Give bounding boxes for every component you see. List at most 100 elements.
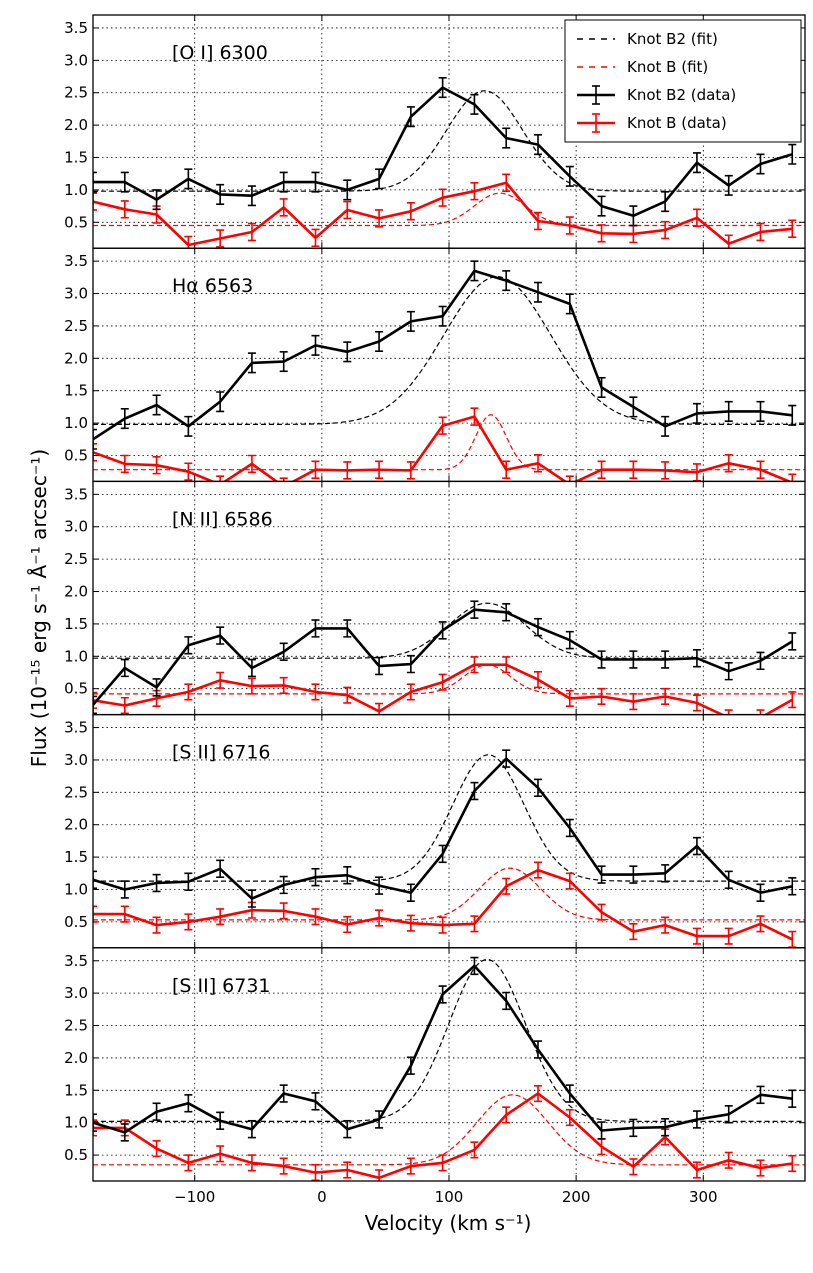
- knot-b-errorbar: [724, 927, 733, 945]
- knot-b2-errorbar: [279, 171, 288, 193]
- knot-b2-errorbar: [406, 654, 415, 674]
- knot-b-errorbar: [565, 689, 574, 707]
- x-tick-label: −100: [174, 1188, 215, 1206]
- knot-b2-errorbar: [343, 619, 352, 638]
- knot-b-errorbar: [565, 475, 574, 482]
- knot-b-errorbar: [502, 656, 511, 674]
- y-tick-label: 1.5: [64, 848, 88, 866]
- knot-b2-errorbar: [184, 1094, 193, 1113]
- knot-b-errorbar: [661, 461, 670, 480]
- knot-b-errorbar: [502, 877, 511, 895]
- y-tick-label: 3.5: [64, 252, 88, 270]
- knot-b-errorbar: [247, 222, 256, 242]
- knot-b2-errorbar: [279, 875, 288, 895]
- knot-b-errorbar: [247, 454, 256, 474]
- knot-b2-errorbar: [756, 400, 765, 422]
- knot-b2-errorbar: [788, 1089, 797, 1108]
- y-axis-label: Flux (10⁻¹⁵ erg s⁻¹ Å⁻¹ arcsec⁻¹): [27, 449, 51, 767]
- knot-b2-errorbar: [438, 844, 447, 864]
- knot-b2-errorbar: [597, 376, 606, 398]
- knot-b-errorbar: [93, 691, 97, 709]
- knot-b-errorbar: [438, 916, 447, 934]
- legend-label: Knot B (fit): [627, 58, 708, 76]
- legend-entry: Knot B2 (data): [577, 85, 736, 105]
- knot-b-errorbar: [692, 208, 701, 227]
- knot-b2-errorbar: [470, 956, 479, 976]
- knot-b2-errorbar: [375, 876, 384, 895]
- knot-b2-errorbar: [502, 991, 511, 1011]
- knot-b2-errorbar: [375, 330, 384, 352]
- knot-b-errorbar: [343, 686, 352, 704]
- knot-b-errorbar: [120, 696, 129, 715]
- knot-b-errorbar: [565, 216, 574, 235]
- knot-b-errorbar: [375, 460, 384, 479]
- legend-label: Knot B2 (fit): [627, 30, 718, 48]
- knot-b-errorbar: [343, 461, 352, 480]
- knot-b-errorbar: [534, 211, 542, 231]
- knot-b-errorbar: [216, 908, 225, 926]
- knot-b2-errorbar: [438, 621, 447, 640]
- panel-label: [S II] 6716: [172, 742, 271, 764]
- knot-b-errorbar: [343, 200, 352, 220]
- knot-b-errorbar: [629, 460, 638, 479]
- y-tick-label: 3.5: [64, 485, 88, 503]
- knot-b-errorbar: [279, 198, 288, 217]
- y-tick-label: 2.0: [64, 116, 88, 134]
- knot-b2-errorbar: [152, 1102, 161, 1121]
- knot-b2-errorbar: [470, 93, 479, 115]
- knot-b-errorbar: [502, 460, 511, 479]
- knot-b-errorbar: [343, 1161, 352, 1179]
- knot-b-errorbar: [534, 454, 542, 473]
- knot-b2-errorbar: [629, 650, 638, 669]
- knot-b2-errorbar: [788, 143, 797, 165]
- knot-b-errorbar: [152, 916, 161, 934]
- knot-b-errorbar: [788, 1154, 797, 1173]
- knot-b2-errorbar: [152, 678, 161, 697]
- legend-errorbar-swatch: [577, 85, 615, 105]
- knot-b2-errorbar: [184, 415, 193, 437]
- panel-label: [N II] 6586: [172, 508, 273, 530]
- knot-b-errorbar: [756, 915, 765, 933]
- knot-b2-errorbar: [502, 749, 511, 768]
- knot-b2-errorbar: [724, 1105, 733, 1124]
- knot-b-errorbar: [438, 1154, 447, 1172]
- y-tick-label: 3.5: [64, 719, 88, 737]
- knot-b-errorbar: [375, 209, 384, 228]
- knot-b2-errorbar: [629, 865, 638, 884]
- y-tick-label: 1.5: [64, 382, 88, 400]
- knot-b-errorbar: [311, 228, 320, 248]
- knot-b2-errorbar: [152, 189, 161, 211]
- knot-b-errorbar: [565, 1108, 574, 1127]
- knot-b-errorbar: [216, 475, 225, 482]
- knot-b-errorbar: [184, 683, 193, 701]
- knot-b2-errorbar: [597, 1121, 606, 1140]
- knot-b2-errorbar: [279, 351, 288, 373]
- knot-b-errorbar: [756, 222, 765, 242]
- knot-b2-errorbar: [597, 650, 606, 669]
- knot-b-errorbar: [661, 916, 670, 934]
- knot-b2-errorbar: [629, 1118, 638, 1138]
- y-tick-label: 1.0: [64, 881, 88, 899]
- legend-entry: Knot B (fit): [577, 58, 708, 76]
- knot-b2-errorbar: [216, 1111, 225, 1130]
- knot-b2-errorbar: [120, 658, 129, 678]
- knot-b2-errorbar: [565, 818, 574, 838]
- knot-b2-errorbar: [93, 870, 97, 890]
- panel-frame: [92, 947, 806, 1182]
- x-tick-label: 0: [317, 1188, 327, 1206]
- knot-b2-fit-line: [93, 90, 805, 192]
- knot-b-fit-line: [93, 414, 805, 471]
- legend-entry: Knot B (data): [577, 113, 727, 133]
- knot-b-errorbar: [311, 460, 320, 479]
- knot-b2-errorbar: [247, 352, 256, 374]
- knot-b2-errorbar: [470, 781, 479, 801]
- y-tick-label: 3.0: [64, 51, 88, 69]
- y-tick-label: 3.0: [64, 751, 88, 769]
- knot-b2-errorbar: [692, 152, 701, 174]
- knot-b-errorbar: [470, 656, 479, 674]
- knot-b2-errorbar: [152, 394, 161, 416]
- knot-b-errorbar: [216, 671, 225, 689]
- knot-b-errorbar: [375, 1169, 384, 1181]
- knot-b-errorbar: [502, 1106, 511, 1124]
- panel-5: 0.5 1.0 1.5 2.0 2.5 3.0 3.5 [S II] 6731: [64, 947, 806, 1182]
